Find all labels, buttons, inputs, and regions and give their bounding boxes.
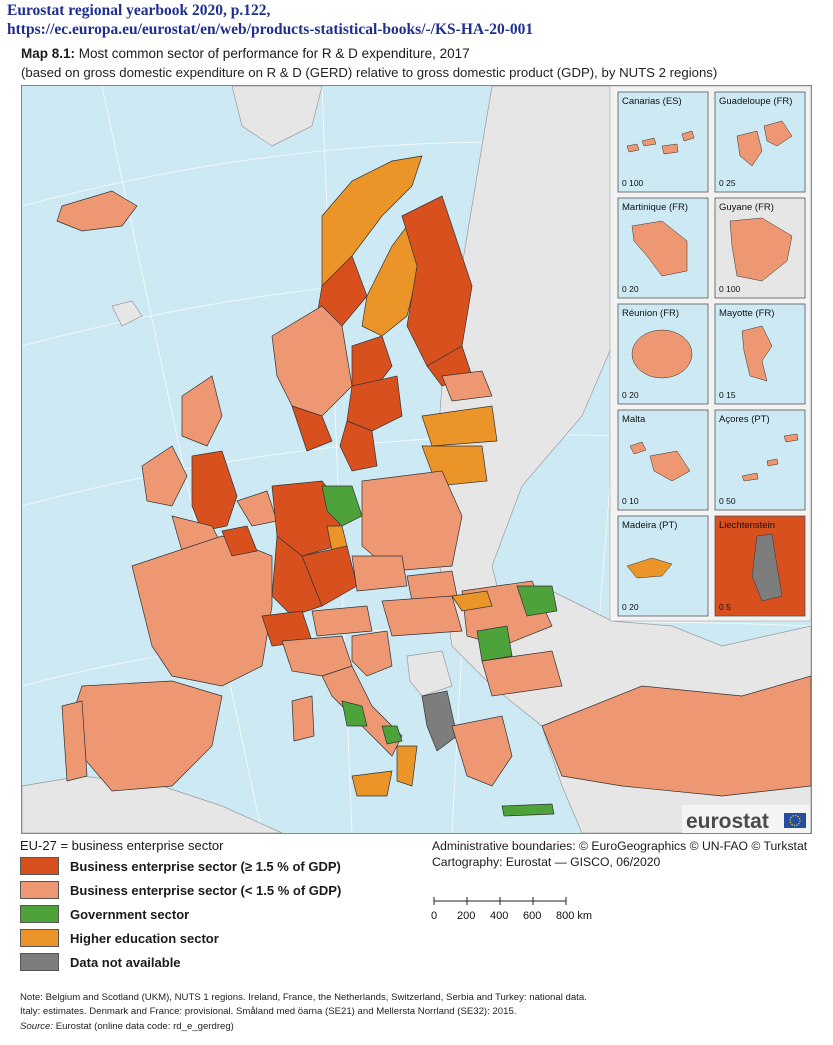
legend-swatch-not-available — [20, 953, 59, 971]
legend-swatch-business-high — [20, 857, 59, 875]
legend-item-business-low: Business enterprise sector (< 1.5 % of G… — [20, 880, 341, 900]
inset-liechtenstein-label: Liechtenstein — [719, 520, 775, 531]
source-note-text: Eurostat (online data code: rd_e_gerdreg… — [53, 1021, 234, 1032]
turkey — [541, 675, 811, 797]
benelux-regions — [221, 490, 278, 557]
finland-regions — [401, 195, 473, 387]
inset-malta-scale: 0 10 — [622, 496, 639, 506]
inset-mayotte: Mayotte (FR) 0 15 — [714, 303, 806, 405]
iceland-region — [56, 190, 138, 232]
inset-malta-label: Malta — [622, 414, 646, 425]
inset-madeira-label: Madeira (PT) — [622, 520, 677, 531]
alpine-regions — [261, 605, 393, 677]
note-line-1: Note: Belgium and Scotland (UKM), NUTS 1… — [20, 992, 587, 1003]
map-title-text: Most common sector of performance for R … — [75, 46, 470, 61]
inset-mayotte-label: Mayotte (FR) — [719, 308, 774, 319]
uk-ireland-regions — [141, 375, 238, 552]
legend-swatch-higher-education — [20, 929, 59, 947]
germany-regions — [271, 480, 363, 617]
inset-reunion-label: Réunion (FR) — [622, 308, 679, 319]
inset-canarias-label: Canarias (ES) — [622, 96, 682, 107]
inset-martinique: Martinique (FR) 0 20 — [617, 197, 709, 299]
inset-acores-scale: 0 50 — [719, 496, 736, 506]
legend-swatch-government — [20, 905, 59, 923]
eu-flag-icon — [784, 813, 806, 828]
inset-reunion: Réunion (FR) 0 20 — [617, 303, 709, 405]
scale-tick-0: 0 — [431, 910, 437, 922]
inset-panels: Canarias (ES) 0 100 Guadeloupe (FR) 0 25… — [609, 86, 811, 622]
credits: Administrative boundaries: © EuroGeograp… — [432, 838, 807, 870]
inset-mayotte-scale: 0 15 — [719, 390, 736, 400]
scale-bar: 0 200 400 600 800 km — [431, 897, 592, 922]
scale-tick-800: 800 km — [556, 910, 592, 922]
credits-cartography: Cartography: Eurostat — GISCO, 06/2020 — [432, 855, 661, 869]
norway-regions — [271, 155, 423, 452]
scale-tick-600: 600 — [523, 910, 541, 922]
legend-item-higher-education: Higher education sector — [20, 928, 219, 948]
inset-liechtenstein: Liechtenstein 0 5 — [714, 515, 806, 617]
map-frame: Canarias (ES) 0 100 Guadeloupe (FR) 0 25… — [21, 85, 812, 834]
legend-header: EU-27 = business enterprise sector — [20, 838, 224, 853]
europe-map: Canarias (ES) 0 100 Guadeloupe (FR) 0 25… — [22, 86, 811, 833]
map-title: Map 8.1: Most common sector of performan… — [21, 46, 470, 61]
inset-guyane-scale: 0 100 — [719, 284, 741, 294]
legend-label-not-available: Data not available — [70, 954, 181, 970]
iberia-regions — [61, 680, 223, 792]
scale-tick-400: 400 — [490, 910, 508, 922]
scale-tick-200: 200 — [457, 910, 475, 922]
source-line-1: Eurostat regional yearbook 2020, p.122, — [7, 2, 271, 19]
note-line-2: Italy: estimates. Denmark and France: pr… — [20, 1006, 517, 1017]
inset-guyane-label: Guyane (FR) — [719, 202, 774, 213]
inset-guadeloupe-label: Guadeloupe (FR) — [719, 96, 792, 107]
legend-item-not-available: Data not available — [20, 952, 181, 972]
inset-canarias: Canarias (ES) 0 100 — [617, 91, 709, 193]
inset-liechtenstein-scale: 0 5 — [719, 602, 731, 612]
italy-regions — [281, 635, 418, 797]
inset-guadeloupe: Guadeloupe (FR) 0 25 — [714, 91, 806, 193]
inset-acores: Açores (PT) 0 50 — [714, 409, 806, 511]
inset-martinique-label: Martinique (FR) — [622, 202, 688, 213]
inset-reunion-scale: 0 20 — [622, 390, 639, 400]
credits-boundaries: Administrative boundaries: © EuroGeograp… — [432, 839, 808, 853]
inset-madeira-scale: 0 20 — [622, 602, 639, 612]
legend-label-government: Government sector — [70, 906, 190, 922]
southeast-europe-regions — [451, 580, 563, 697]
legend-label-higher-education: Higher education sector — [70, 930, 219, 946]
sweden-regions — [339, 204, 423, 472]
central-europe-regions — [351, 470, 463, 637]
source-note-label: Source: — [20, 1021, 54, 1032]
inset-madeira: Madeira (PT) 0 20 — [617, 515, 709, 617]
legend-swatch-business-low — [20, 881, 59, 899]
source-line-2-url[interactable]: https://ec.europa.eu/eurostat/en/web/pro… — [7, 21, 534, 38]
eurostat-logo: eurostat — [682, 805, 810, 833]
legend-label-business-high: Business enterprise sector (≥ 1.5 % of G… — [70, 858, 341, 874]
eurostat-logo-text: eurostat — [686, 810, 769, 833]
map-number: Map 8.1: — [21, 46, 76, 61]
map-subtitle: (based on gross domestic expenditure on … — [21, 65, 718, 80]
inset-guyane: Guyane (FR) 0 100 — [714, 197, 806, 299]
greece-regions — [451, 715, 555, 817]
non-eu-land — [22, 86, 811, 833]
inset-malta: Malta 0 10 — [617, 409, 709, 511]
inset-martinique-scale: 0 20 — [622, 284, 639, 294]
inset-guadeloupe-scale: 0 25 — [719, 178, 736, 188]
inset-acores-label: Açores (PT) — [719, 414, 770, 425]
source-note: Source: Eurostat (online data code: rd_e… — [20, 1021, 234, 1032]
inset-canarias-scale: 0 100 — [622, 178, 644, 188]
legend-item-business-high: Business enterprise sector (≥ 1.5 % of G… — [20, 856, 341, 876]
western-balkans — [421, 690, 458, 752]
legend-label-business-low: Business enterprise sector (< 1.5 % of G… — [70, 882, 342, 898]
legend-item-government: Government sector — [20, 904, 189, 924]
